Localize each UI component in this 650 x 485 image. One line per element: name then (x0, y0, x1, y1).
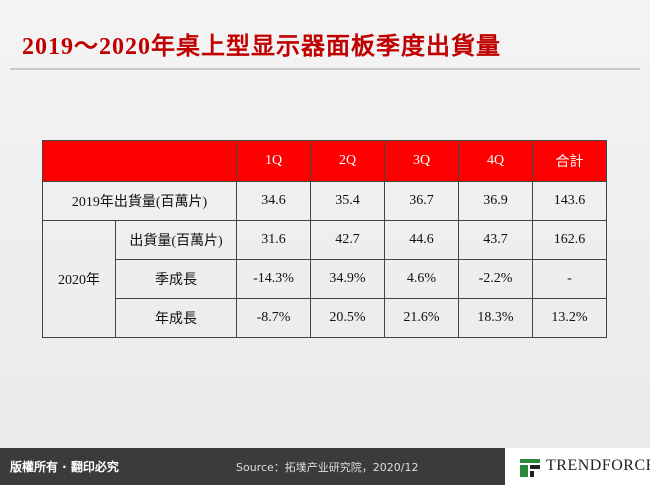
table-cell: -14.3% (236, 259, 311, 299)
row-2020-2: 年成長 -8.7% 20.5% 21.6% 18.3% 13.2% (43, 298, 607, 338)
row-2019: 2019年出貨量(百萬片) 34.6 35.4 36.7 36.9 143.6 (42, 181, 607, 221)
table-cell: 36.9 (458, 181, 533, 221)
title-rule (10, 68, 640, 70)
footer: 版權所有 · 翻印必究 Source：拓墣产业研究院，2020/12 TREND… (0, 448, 650, 485)
group-label: 2020年 (42, 220, 116, 338)
table-cell: 42.7 (310, 220, 385, 260)
table-cell: 4.6% (384, 259, 459, 299)
slide-title: 2019～2020年桌上型显示器面板季度出貨量 (22, 34, 501, 60)
table-cell: 43.7 (458, 220, 533, 260)
logo-text: TRENDFORCE (546, 457, 650, 474)
table-cell: -2.2% (458, 259, 533, 299)
header-blank (42, 140, 237, 182)
data-table: 1Q 2Q 3Q 4Q 合計 2019年出貨量(百萬片) 34.6 35.4 36.7 36.… (42, 140, 607, 338)
table-cell: 44.6 (384, 220, 459, 260)
source: Source：拓墣产业研究院，2020/12 (236, 461, 419, 474)
table-cell: - (532, 259, 607, 299)
table-cell: 13.2% (532, 298, 607, 338)
table-cell: 31.6 (236, 220, 311, 260)
table-cell: 21.6% (384, 298, 459, 338)
row-2020-0: 2020年 出貨量(百萬片) 31.6 42.7 44.6 43.7 162.6 (42, 220, 607, 338)
table-cell: 34.6 (236, 181, 311, 221)
row-label: 年成長 (115, 298, 237, 338)
footer-bar: 版權所有 · 翻印必究 Source：拓墣产业研究院，2020/12 (0, 448, 505, 485)
table-cell: 1Q (236, 140, 311, 182)
logo-icon (520, 459, 540, 477)
table-cell: 35.4 (310, 181, 385, 221)
row-label: 季成長 (115, 259, 237, 299)
row-label: 2019年出貨量(百萬片) (42, 181, 237, 221)
row-label: 出貨量(百萬片) (115, 220, 237, 260)
table-cell: 20.5% (310, 298, 385, 338)
table-cell: 3Q (384, 140, 459, 182)
table-cell: 162.6 (532, 220, 607, 260)
table-cell: 143.6 (532, 181, 607, 221)
table-cell: 36.7 (384, 181, 459, 221)
table-cell: 18.3% (458, 298, 533, 338)
table-cell: 4Q (458, 140, 533, 182)
table-cell: 2Q (310, 140, 385, 182)
row-2020-1: 季成長 -14.3% 34.9% 4.6% -2.2% - (43, 259, 607, 299)
table-cell: 34.9% (310, 259, 385, 299)
copyright: 版權所有 · 翻印必究 (10, 460, 119, 474)
header-row: 1Q 2Q 3Q 4Q 合計 (42, 140, 607, 182)
table-cell: 合計 (532, 140, 607, 182)
table-cell: -8.7% (236, 298, 311, 338)
